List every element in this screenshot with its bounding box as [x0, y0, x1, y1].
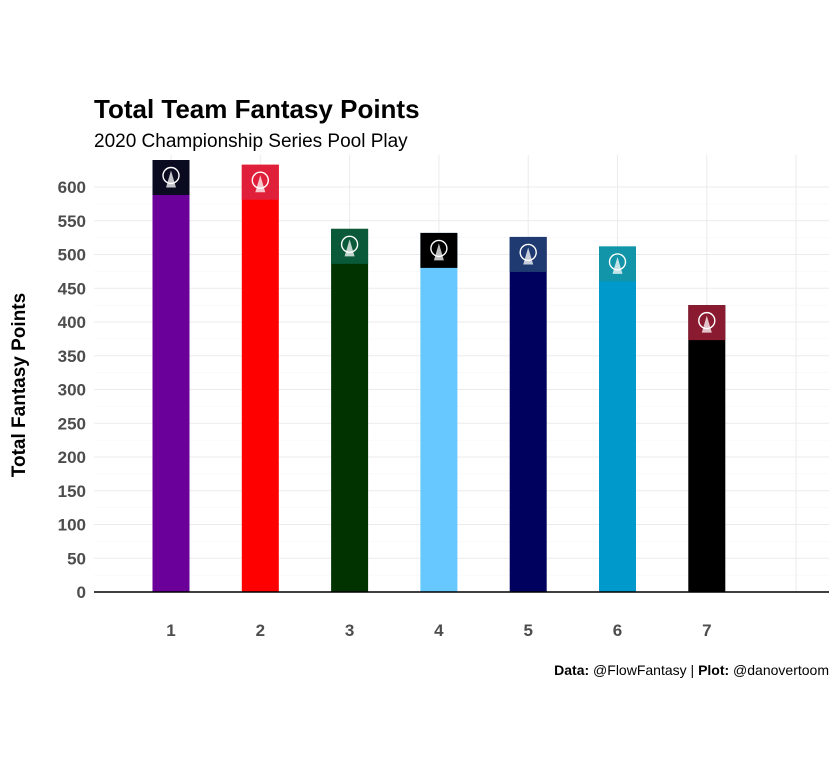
team-5-logo-icon	[509, 236, 547, 272]
bar-7	[688, 305, 726, 592]
y-axis-ticks: 0 50 100 150 200 250 300 350 400 450 500 550 600	[58, 178, 86, 602]
y-axis-label: Total Fantasy Points	[9, 293, 30, 477]
team-7-logo-icon	[688, 305, 726, 341]
bar-3	[331, 228, 369, 592]
y-tick-label: 500	[58, 246, 86, 265]
caption-data-label: Data:	[554, 662, 589, 678]
caption-plot-value: @danovertoom	[729, 662, 829, 678]
team-logos	[152, 160, 726, 341]
team-3-logo-icon	[331, 228, 369, 264]
y-tick-label: 100	[58, 516, 86, 535]
y-tick-label: 300	[58, 381, 86, 400]
caption-data-value: @FlowFantasy |	[589, 662, 698, 678]
team-2-logo-icon	[241, 164, 279, 200]
bar-6	[599, 246, 636, 592]
caption-plot-label: Plot:	[698, 662, 729, 678]
team-4-logo-icon	[420, 232, 458, 268]
y-tick-label: 350	[58, 347, 86, 366]
bar-1	[152, 160, 190, 592]
team-1-logo-icon	[152, 160, 190, 195]
caption: Data: @FlowFantasy | Plot: @danovertoom	[554, 662, 829, 678]
bar-2	[241, 164, 279, 592]
x-tick-label: 6	[613, 621, 622, 640]
y-tick-label: 200	[58, 448, 86, 467]
y-tick-label: 600	[58, 178, 86, 197]
bar-5	[509, 236, 547, 592]
y-tick-label: 450	[58, 279, 86, 298]
x-tick-label: 7	[702, 621, 711, 640]
x-axis-ticks: 1 2 3 4 5 6 7	[166, 621, 711, 640]
chart-subtitle: 2020 Championship Series Pool Play	[94, 131, 408, 152]
x-tick-label: 2	[256, 621, 265, 640]
y-tick-label: 0	[77, 583, 86, 602]
bars	[152, 160, 726, 592]
y-tick-label: 50	[67, 549, 86, 568]
y-tick-label: 550	[58, 212, 86, 231]
chart-title: Total Team Fantasy Points	[94, 94, 420, 124]
y-tick-label: 250	[58, 414, 86, 433]
bar-4	[420, 232, 458, 592]
x-tick-label: 4	[434, 621, 444, 640]
team-6-logo-icon	[599, 246, 636, 282]
y-tick-label: 400	[58, 313, 86, 332]
y-tick-label: 150	[58, 482, 86, 501]
x-tick-label: 1	[166, 621, 175, 640]
x-tick-label: 3	[345, 621, 354, 640]
x-tick-label: 5	[523, 621, 532, 640]
